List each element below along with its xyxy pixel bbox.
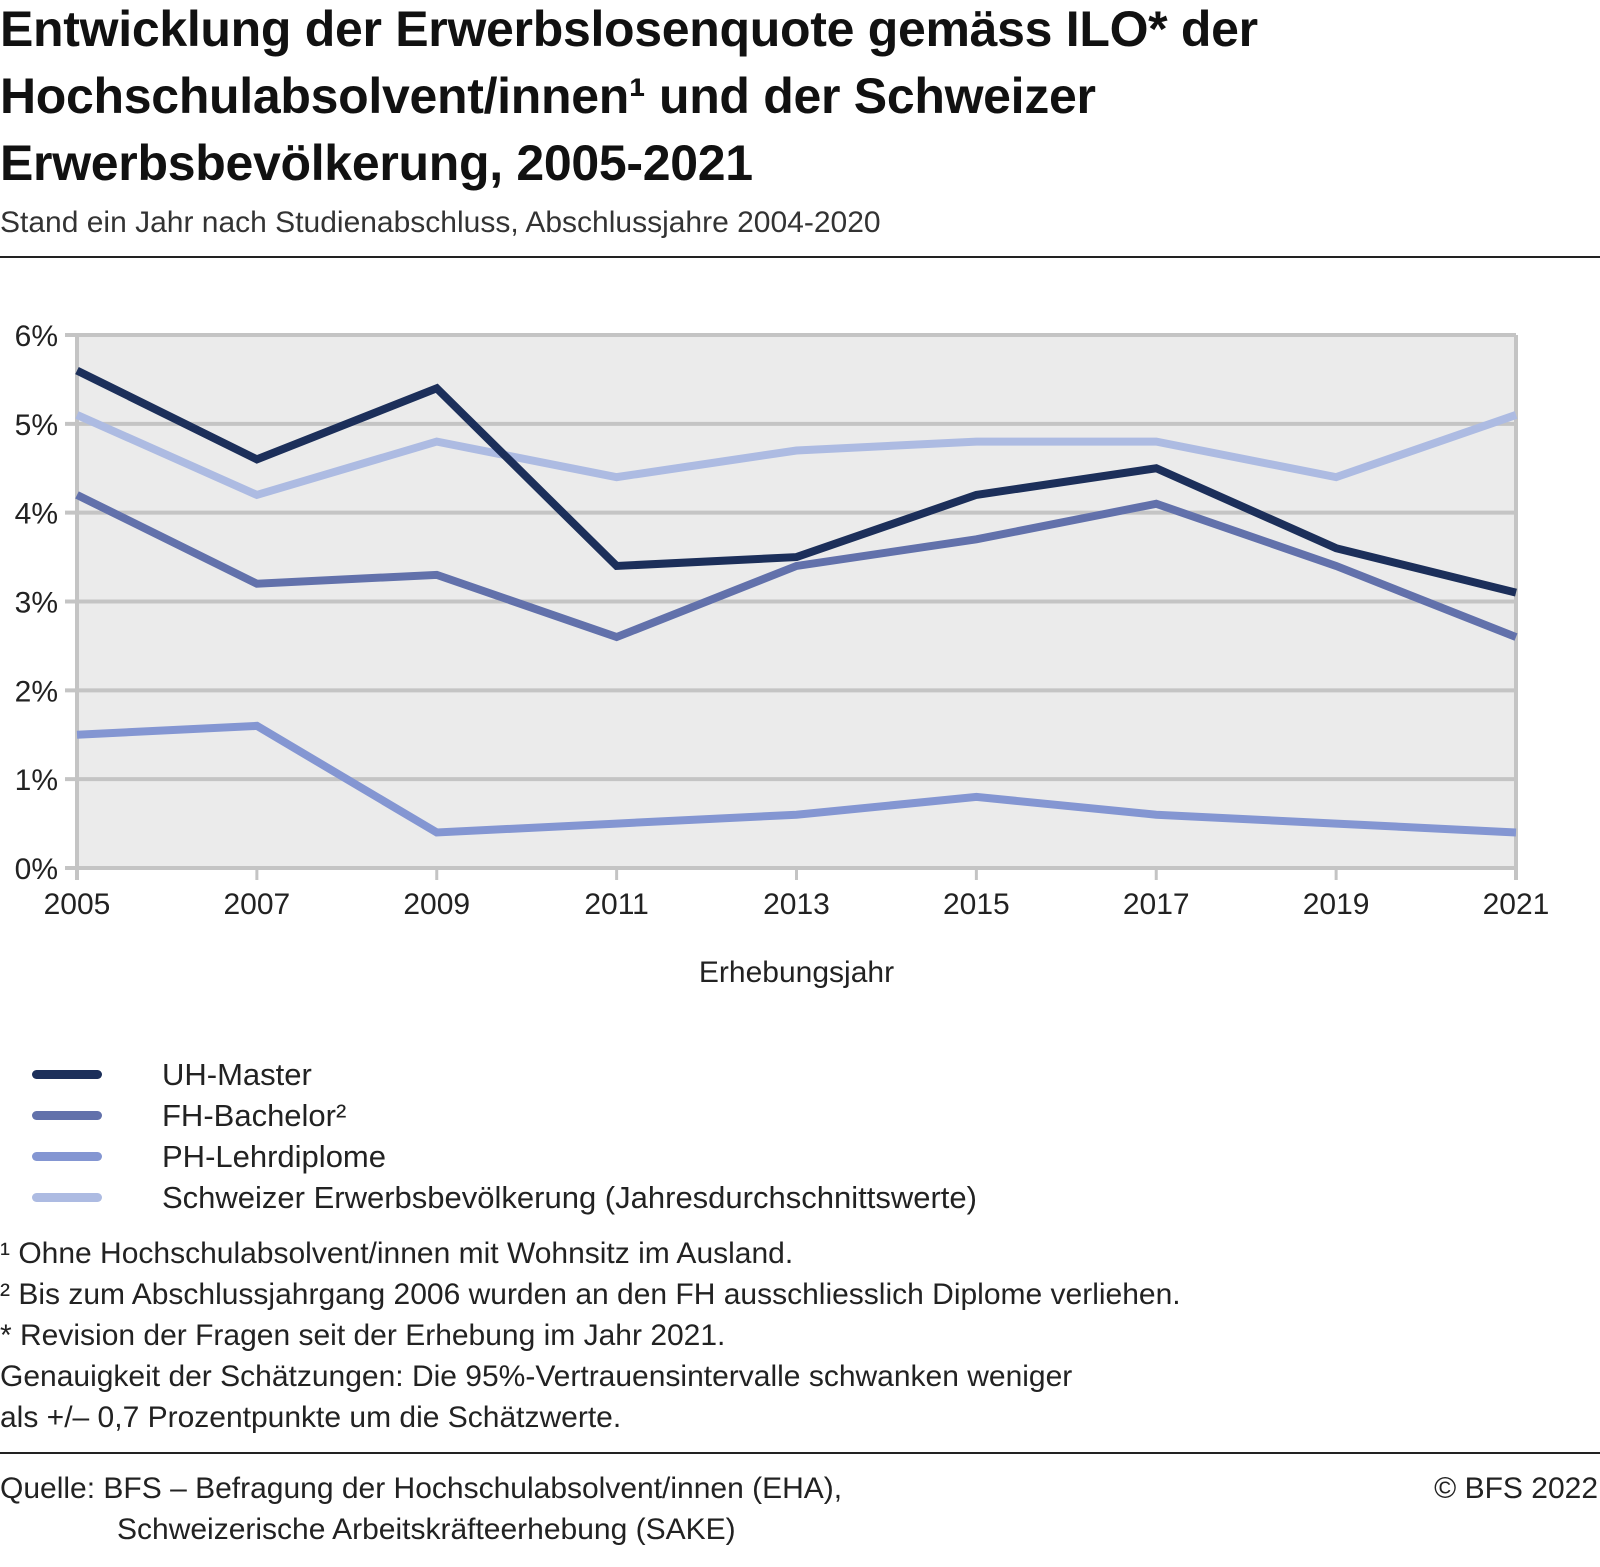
footnote-1: ¹ Ohne Hochschulabsolvent/innen mit Wohn…: [0, 1237, 794, 1270]
chart-legend: UH-Master FH-Bachelor² PH-Lehrdiplome Sc…: [32, 1054, 977, 1218]
footnote-2: ² Bis zum Abschlussjahrgang 2006 wurden …: [0, 1278, 1181, 1311]
y-tick-label: 6%: [15, 320, 58, 353]
copyright: © BFS 2022: [1434, 1472, 1598, 1505]
legend-item-ph-lehrdiplome: PH-Lehrdiplome: [32, 1136, 977, 1177]
header-divider: [0, 256, 1600, 258]
footer-divider: [0, 1452, 1600, 1454]
series-line-fh-bachelor: [75, 491, 1518, 642]
footnotes: ¹ Ohne Hochschulabsolvent/innen mit Wohn…: [0, 1233, 1181, 1438]
legend-item-fh-bachelor: FH-Bachelor²: [32, 1095, 977, 1136]
legend-swatch-ph-lehrdiplome: [32, 1152, 102, 1161]
x-tick-label: 2019: [1303, 888, 1370, 921]
source-line-1: Quelle: BFS – Befragung der Hochschulabs…: [0, 1472, 843, 1505]
legend-label: UH-Master: [162, 1056, 312, 1092]
y-tick-label: 5%: [15, 409, 58, 442]
x-tick-label: 2011: [584, 888, 649, 921]
y-tick-label: 4%: [15, 498, 58, 531]
accuracy-note-line-1: Genauigkeit der Schätzungen: Die 95%-Ver…: [0, 1360, 1073, 1393]
line-chart: 0% 1% 2% 3% 4% 5% 6% 2005 2007 2009 2011 2013 2015 20…: [15, 320, 1550, 989]
series-line-uh-master: [75, 366, 1517, 597]
x-tick-label: 2017: [1123, 888, 1190, 921]
source-note: Quelle: BFS – Befragung der Hochschulabs…: [0, 1468, 842, 1550]
x-tick-label: 2005: [44, 888, 111, 921]
series-line-schweizer-erwerbsbev-lkerung-jahresdurchschnittswerte: [75, 411, 1518, 500]
legend-item-uh-master: UH-Master: [32, 1054, 977, 1095]
accuracy-note-line-2: als +/– 0,7 Prozentpunkte um die Schätzw…: [0, 1401, 622, 1434]
legend-label: PH-Lehrdiplome: [162, 1138, 386, 1174]
y-tick-label: 3%: [15, 587, 58, 620]
x-tick-label: 2013: [763, 888, 830, 921]
legend-swatch-schweizer-erwerbsbevoelkerung: [32, 1193, 102, 1202]
x-tick-label: 2007: [224, 888, 291, 921]
x-tick-label: 2021: [1483, 888, 1550, 921]
series-line-ph-lehrdiplome: [76, 721, 1517, 837]
legend-swatch-fh-bachelor: [32, 1111, 102, 1120]
y-tick-label: 0%: [15, 853, 58, 886]
y-tick-label: 1%: [15, 764, 58, 797]
x-tick-label: 2015: [943, 888, 1010, 921]
footnote-asterisk: * Revision der Fragen seit der Erhebung …: [0, 1319, 726, 1352]
x-axis-title: Erhebungsjahr: [699, 956, 894, 989]
source-line-2: Schweizerische Arbeitskräfteerhebung (SA…: [117, 1513, 736, 1546]
legend-swatch-uh-master: [32, 1070, 102, 1079]
x-tick-label: 2009: [403, 888, 470, 921]
legend-item-schweizer-erwerbsbevoelkerung: Schweizer Erwerbsbevölkerung (Jahresdurc…: [32, 1177, 977, 1218]
y-tick-label: 2%: [15, 675, 58, 708]
legend-label: FH-Bachelor²: [162, 1097, 347, 1133]
chart-subtitle: Stand ein Jahr nach Studienabschluss, Ab…: [0, 206, 881, 239]
chart-title: Entwicklung der Erwerbslosenquote gemäss…: [0, 1, 1258, 191]
legend-label: Schweizer Erwerbsbevölkerung (Jahresdurc…: [162, 1179, 977, 1215]
